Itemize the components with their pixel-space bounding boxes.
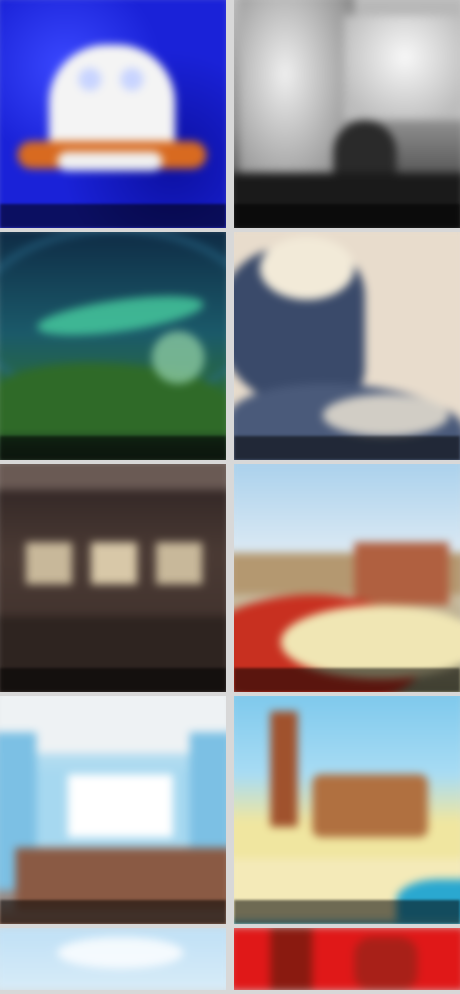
gallery-caption xyxy=(0,436,226,460)
gallery-tile[interactable] xyxy=(234,232,460,460)
gallery-thumbnail xyxy=(0,0,226,228)
gallery-thumbnail xyxy=(234,0,460,228)
gallery-caption xyxy=(234,204,460,228)
gallery-caption xyxy=(0,900,226,924)
gallery-tile[interactable] xyxy=(234,0,460,228)
gallery-thumbnail xyxy=(0,232,226,460)
gallery-thumbnail xyxy=(0,696,226,924)
gallery-caption xyxy=(234,668,460,692)
gallery-tile[interactable] xyxy=(234,464,460,692)
gallery-tile[interactable] xyxy=(234,928,460,990)
gallery-tile[interactable] xyxy=(0,232,226,460)
gallery-thumbnail xyxy=(234,928,460,990)
gallery-tile[interactable] xyxy=(0,928,226,990)
gallery-caption xyxy=(234,436,460,460)
gallery-tile[interactable] xyxy=(0,0,226,228)
gallery-thumbnail xyxy=(234,232,460,460)
gallery-caption xyxy=(234,900,460,924)
gallery-caption xyxy=(0,204,226,228)
gallery-thumbnail xyxy=(0,464,226,692)
gallery-thumbnail xyxy=(0,928,226,990)
gallery-thumbnail xyxy=(234,696,460,924)
gallery-tile[interactable] xyxy=(0,464,226,692)
gallery-tile[interactable] xyxy=(0,696,226,924)
gallery-thumbnail xyxy=(234,464,460,692)
gallery-tile[interactable] xyxy=(234,696,460,924)
gallery-caption xyxy=(0,668,226,692)
